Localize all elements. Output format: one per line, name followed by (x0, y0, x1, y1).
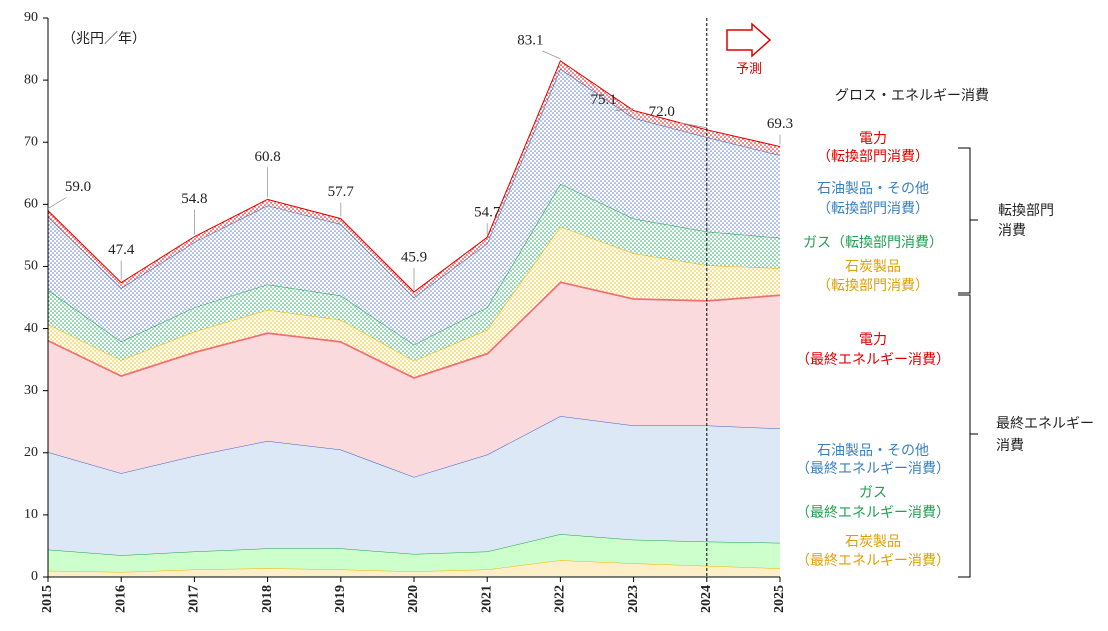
x-tick-label: 2017 (187, 585, 202, 613)
leader (615, 108, 634, 111)
group-label: 最終エネルギー (996, 416, 1094, 432)
x-tick-label: 2024 (699, 585, 714, 613)
total-label: 45.9 (401, 249, 427, 265)
group-label: 転換部門 (998, 203, 1054, 219)
area (48, 68, 780, 345)
leader (47, 197, 67, 209)
total-label: 83.1 (517, 32, 543, 48)
series-label: 電力 (859, 131, 887, 147)
totals-label: グロス・エネルギー消費 (835, 88, 989, 104)
area (48, 183, 780, 361)
total-label: 60.8 (254, 149, 280, 165)
area (48, 534, 780, 573)
x-tick-label: 2016 (113, 585, 128, 613)
area (48, 226, 780, 378)
x-tick-label: 2025 (772, 585, 787, 613)
total-label: 54.7 (474, 205, 501, 221)
series-label: 石油製品・その他 (817, 181, 929, 197)
leader (542, 50, 561, 60)
series-label: （転換部門消費） (817, 149, 929, 165)
series-label: （転換部門消費） (817, 278, 929, 294)
series-label: 石油製品・その他 (817, 443, 929, 459)
group-label: 消費 (998, 223, 1026, 239)
x-tick-label: 2021 (479, 585, 494, 613)
y-tick-label: 40 (24, 321, 38, 336)
total-label: 57.7 (328, 184, 355, 200)
area-line (47, 60, 781, 293)
forecast-arrow (726, 22, 772, 58)
series-label: 石炭製品 (845, 534, 901, 550)
total-label: 72.0 (649, 104, 675, 120)
x-tick-label: 2019 (333, 585, 348, 613)
forecast-label: 予測 (736, 61, 762, 76)
series-label: （最終エネルギー消費） (796, 553, 950, 569)
y-tick-label: 10 (24, 507, 38, 522)
x-tick-label: 2020 (406, 585, 421, 613)
total-label: 59.0 (65, 179, 91, 195)
group-label: 消費 (996, 438, 1024, 454)
total-label: 69.3 (767, 116, 793, 132)
y-tick-label: 50 (24, 259, 38, 274)
series-label: ガス (859, 485, 887, 501)
x-tick-label: 2022 (553, 585, 568, 613)
y-tick-label: 70 (24, 134, 38, 149)
x-tick-label: 2023 (626, 585, 641, 613)
series-label: （最終エネルギー消費） (796, 505, 950, 521)
unit-label: （兆円／年） (62, 31, 146, 47)
series-label: （転換部門消費） (817, 201, 929, 217)
series-label: 石炭製品 (845, 259, 901, 275)
area (48, 416, 780, 556)
leader (679, 122, 707, 129)
y-tick-label: 90 (24, 10, 38, 25)
total-label: 47.4 (108, 242, 135, 258)
series-label: ガス（転換部門消費） (803, 235, 943, 251)
series-label: 電力 (859, 332, 887, 348)
x-tick-label: 2015 (40, 585, 55, 613)
x-tick-label: 2018 (260, 585, 275, 613)
area (48, 281, 780, 478)
series-label: （最終エネルギー消費） (796, 461, 950, 477)
series-label: （最終エネルギー消費） (796, 352, 950, 368)
y-tick-label: 60 (24, 197, 38, 212)
group-bracket (958, 147, 978, 294)
total-label: 54.8 (181, 191, 207, 207)
y-tick-label: 20 (24, 445, 38, 460)
y-tick-label: 80 (24, 72, 38, 87)
total-label: 75.1 (590, 92, 616, 108)
group-bracket (958, 294, 978, 578)
area (48, 560, 780, 577)
y-tick-label: 0 (31, 569, 38, 584)
y-tick-label: 30 (24, 383, 38, 398)
